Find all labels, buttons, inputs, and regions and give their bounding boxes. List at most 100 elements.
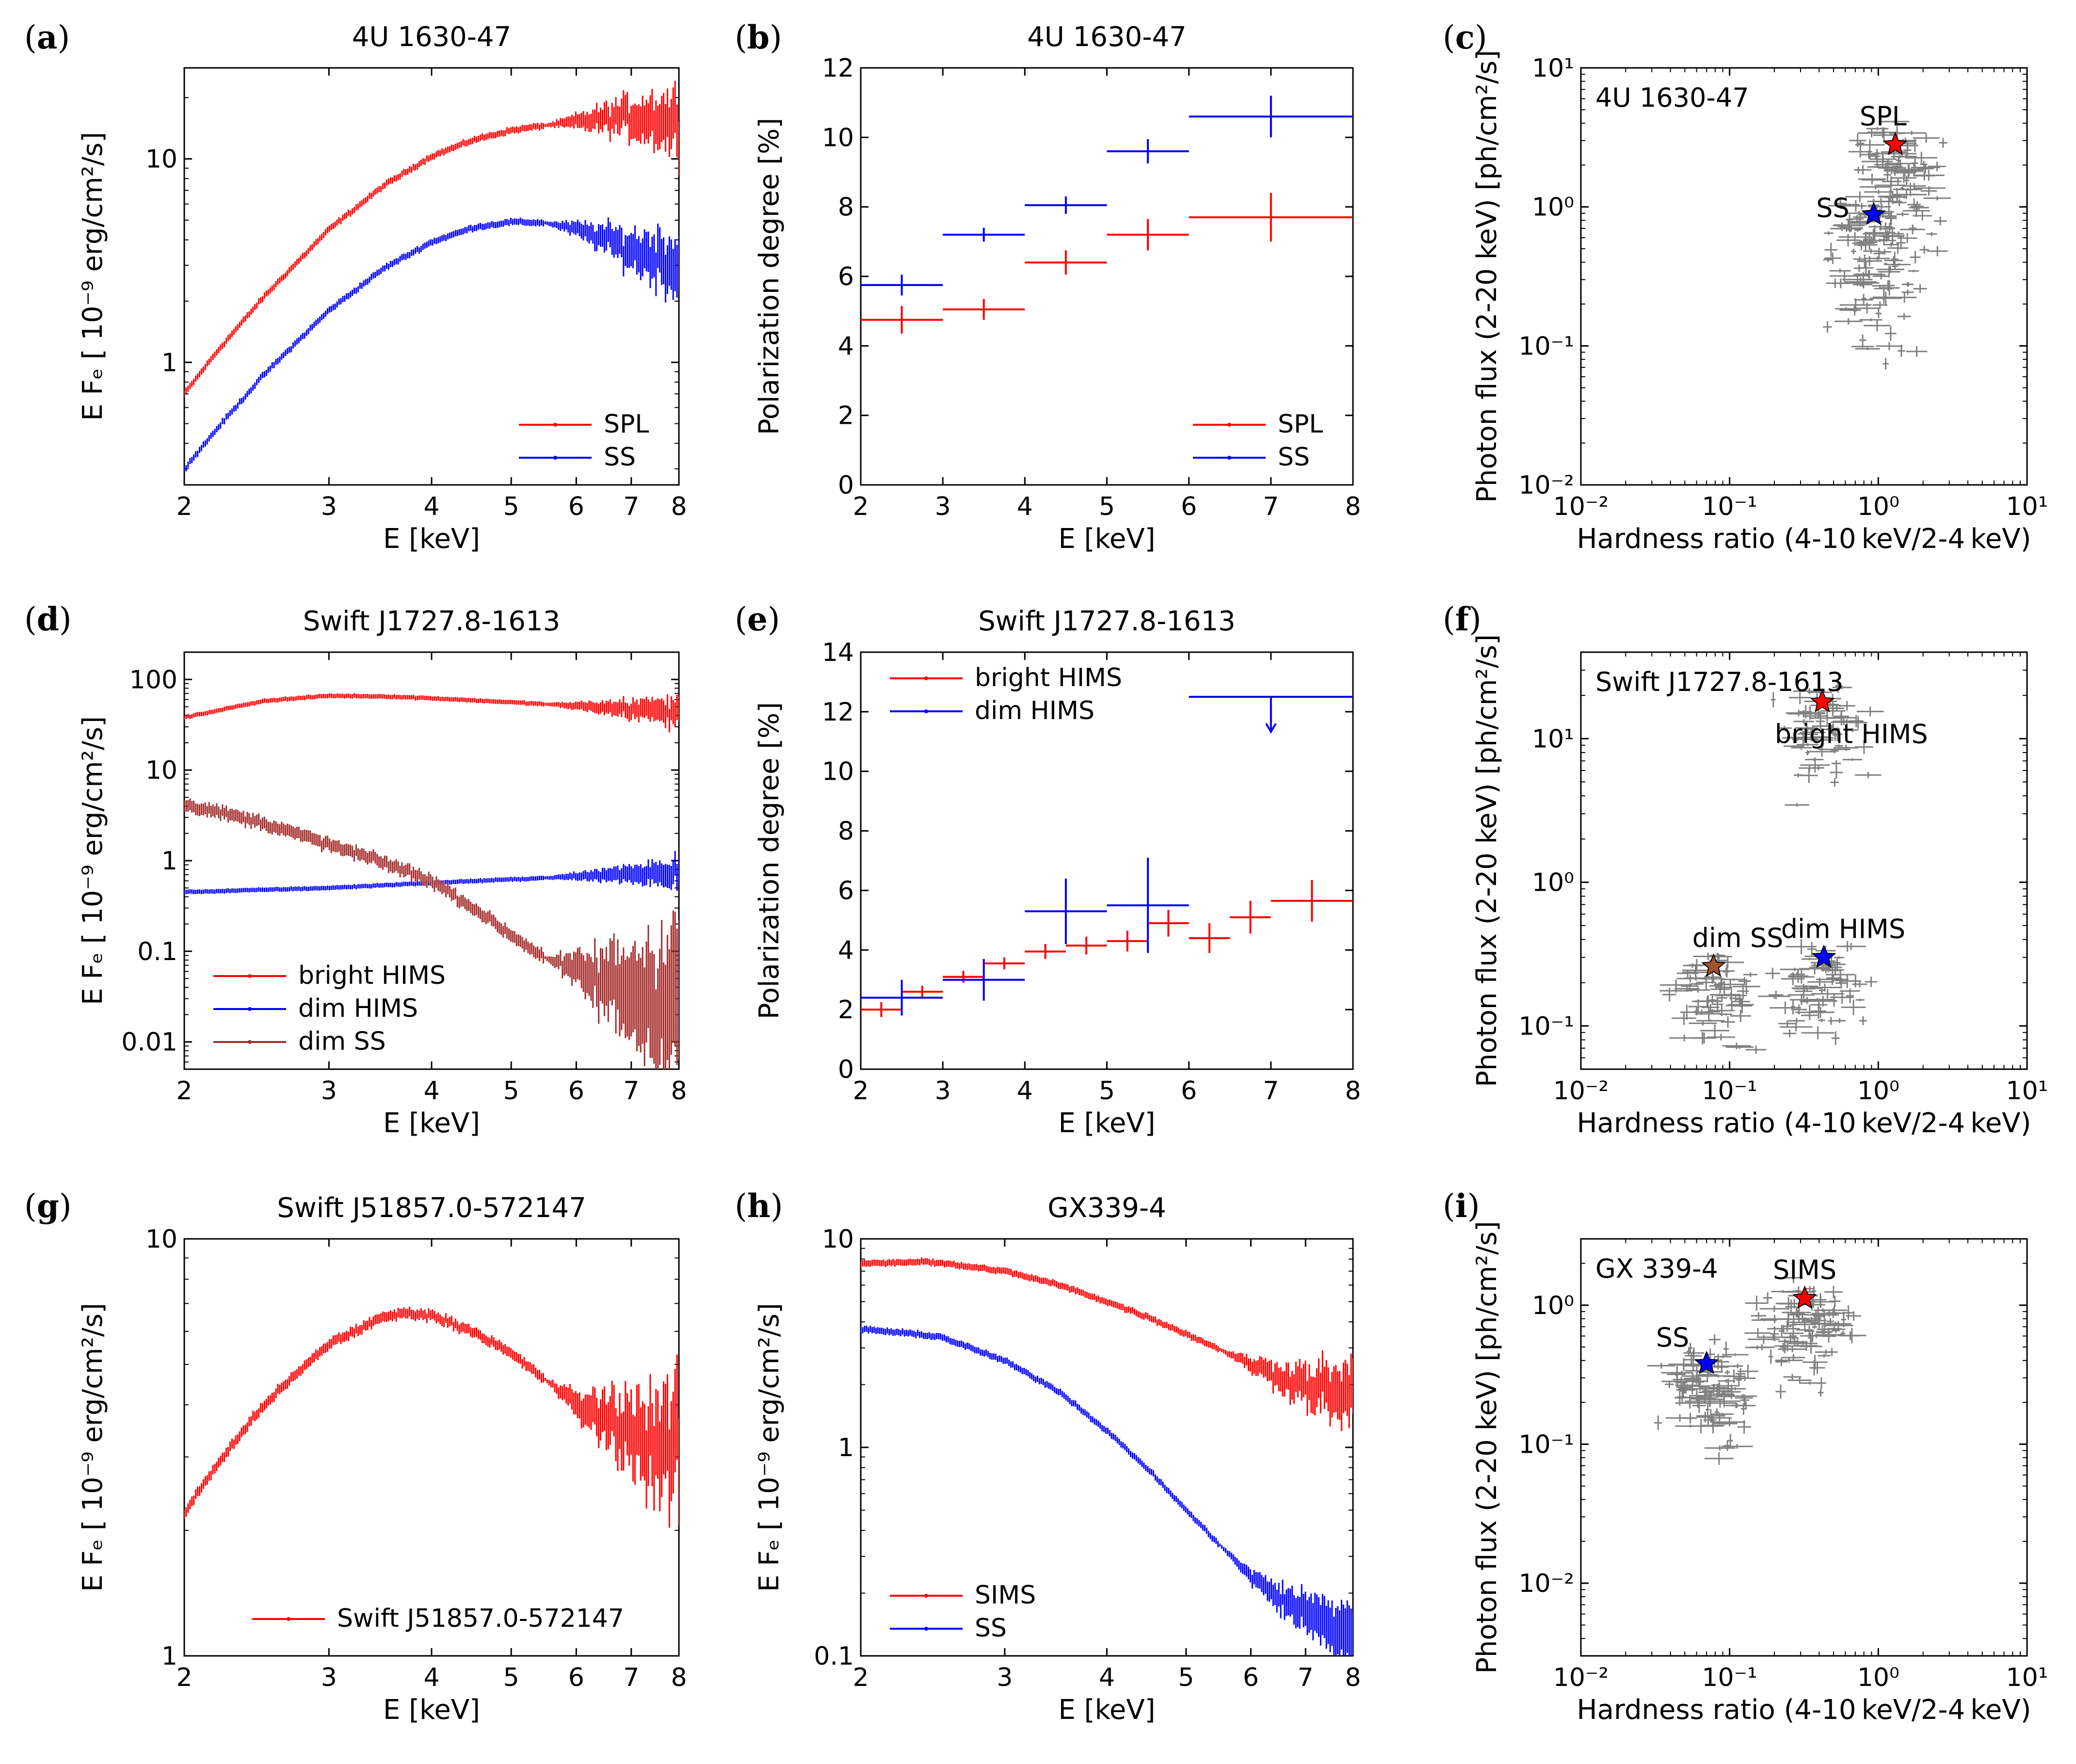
x-tick-label: 3	[997, 1663, 1013, 1692]
legend-swatch-marker	[924, 1594, 928, 1598]
y-tick-label: 1	[161, 348, 177, 377]
y-tick-label: 10	[145, 756, 177, 785]
x-axis-label: E [keV]	[383, 1107, 480, 1139]
panel-label-d: (d)	[24, 600, 72, 638]
legend-swatch-marker	[248, 1007, 252, 1011]
marker-label: bright HIMS	[1775, 719, 1928, 750]
chart-title: Swift J1727.8-1613	[978, 606, 1236, 637]
series-dim-hims	[184, 850, 679, 895]
y-tick-label: 0.1	[137, 937, 177, 966]
legend-label: dim HIMS	[975, 696, 1094, 725]
hid-data-cloud	[1647, 1272, 1867, 1465]
x-tick-label: 8	[1345, 1663, 1361, 1692]
plot-area	[184, 1306, 679, 1528]
x-tick-label: 10⁻¹	[1702, 1076, 1757, 1106]
y-tick-label: 0.01	[121, 1028, 177, 1057]
marker-label: SS	[1816, 193, 1850, 224]
x-tick-label: 5	[503, 492, 519, 521]
star-marker-ss	[1694, 1350, 1719, 1374]
legend-label: Swift J51857.0-572147	[337, 1604, 624, 1633]
marker-label: dim HIMS	[1781, 914, 1905, 944]
x-tick-label: 4	[423, 1663, 439, 1692]
y-tick-label: 10	[145, 145, 177, 174]
x-tick-label: 10⁻²	[1553, 492, 1609, 521]
legend-swatch-marker	[287, 1617, 290, 1621]
legend: SIMS SS	[890, 1581, 1036, 1643]
y-tick-label: 10⁻¹	[1519, 1012, 1574, 1041]
source-annotation: GX 339-4	[1595, 1253, 1718, 1284]
x-tick-label: 7	[623, 1076, 639, 1106]
plot-area	[184, 80, 679, 472]
x-tick-label: 8	[1345, 1076, 1361, 1106]
legend-swatch-marker	[553, 423, 557, 427]
panel-7: 2 3 4 5 6 7 8 0.1 1 10 GX339-4 E [keV] E Fₑ [ 10⁻⁹ e…	[754, 1192, 1361, 1726]
chart-title: 4U 1630-47	[352, 21, 511, 53]
series-ss	[861, 1325, 1353, 1656]
x-tick-label: 8	[671, 1076, 687, 1106]
chart-title: Swift J51857.0-572147	[277, 1192, 586, 1224]
x-axis-label: E [keV]	[383, 1694, 480, 1726]
panel-0: 2 3 4 5 6 7 8 1 10 4U 1630-47 E [keV] E Fₑ [ 10⁻⁹ e…	[77, 21, 687, 555]
y-tick-label: 1	[161, 847, 177, 876]
legend-label: SS	[1278, 443, 1310, 472]
panel-label-c: (c)	[1443, 18, 1487, 56]
star-marker-dim-ss	[1701, 953, 1726, 977]
x-tick-label: 10¹	[2006, 492, 2048, 521]
y-tick-label: 10	[145, 1225, 177, 1254]
y-axis-label: Polarization degree [%]	[754, 118, 785, 435]
y-tick-label: 10⁻¹	[1519, 332, 1574, 361]
x-tick-label: 4	[1017, 1076, 1033, 1106]
star-marker-dim-hims	[1811, 944, 1836, 968]
x-tick-label: 2	[853, 492, 869, 521]
panel-label-a: (a)	[24, 18, 70, 56]
series-bright-hims	[861, 880, 1353, 1017]
y-tick-label: 8	[838, 817, 854, 846]
x-tick-label: 7	[623, 1663, 639, 1692]
series-ss	[861, 96, 1353, 296]
x-axis-label: E [keV]	[1058, 1694, 1155, 1726]
y-tick-label: 10⁰	[1532, 193, 1574, 222]
x-tick-label: 2	[176, 1076, 192, 1106]
upper-limit-arrowhead	[1265, 723, 1277, 734]
x-tick-label: 6	[1243, 1663, 1259, 1692]
y-axis-label: Polarization degree [%]	[754, 702, 785, 1019]
y-axis-label: E Fₑ [ 10⁻⁹ erg/cm²/s]	[77, 716, 109, 1005]
x-tick-label: 10¹	[2006, 1663, 2048, 1692]
y-axis-label: Photon flux (2-20 keV) [ph/cm²/s]	[1471, 1221, 1503, 1674]
x-axis-label: E [keV]	[1058, 1107, 1155, 1139]
legend-swatch-marker	[924, 709, 928, 713]
series-spl	[184, 80, 679, 397]
panel-label-g: (g)	[24, 1187, 72, 1225]
legend-swatch-marker	[924, 676, 928, 680]
x-tick-label: 3	[321, 492, 337, 521]
legend-label: dim HIMS	[298, 994, 418, 1023]
legend-swatch-marker	[1227, 456, 1231, 460]
y-tick-label: 0	[838, 471, 854, 500]
plot-area	[1647, 1272, 1867, 1465]
panel-3: 2 3 4 5 6 7 8 0.01 0.1 1 10 100 Swift J1727.8-1613 E …	[77, 606, 687, 1139]
x-tick-label: 4	[1017, 492, 1033, 521]
x-tick-label: 10⁰	[1857, 492, 1899, 521]
x-tick-label: 6	[568, 492, 584, 521]
chart-title: GX339-4	[1047, 1192, 1166, 1224]
legend-label: SPL	[604, 410, 649, 439]
y-tick-label: 10⁻²	[1519, 471, 1574, 500]
y-axis-label: E Fₑ [ 10⁻⁹ erg/cm²/s]	[77, 1303, 109, 1592]
x-tick-label: 8	[1345, 492, 1361, 521]
plot-area	[1823, 120, 1951, 370]
panel-label-f: (f)	[1443, 600, 1481, 638]
x-tick-label: 10⁰	[1857, 1076, 1899, 1106]
series-dim-hims	[861, 696, 1353, 1016]
y-tick-label: 1	[838, 1433, 854, 1462]
y-tick-label: 14	[822, 638, 854, 667]
plot-area	[861, 96, 1353, 334]
x-tick-label: 6	[568, 1663, 584, 1692]
x-tick-label: 2	[853, 1663, 869, 1692]
panel-label-h: (h)	[735, 1187, 783, 1225]
y-tick-label: 0.1	[814, 1642, 854, 1671]
x-tick-label: 5	[1099, 1076, 1115, 1106]
x-axis-label: E [keV]	[383, 523, 480, 555]
y-tick-label: 6	[838, 876, 854, 905]
